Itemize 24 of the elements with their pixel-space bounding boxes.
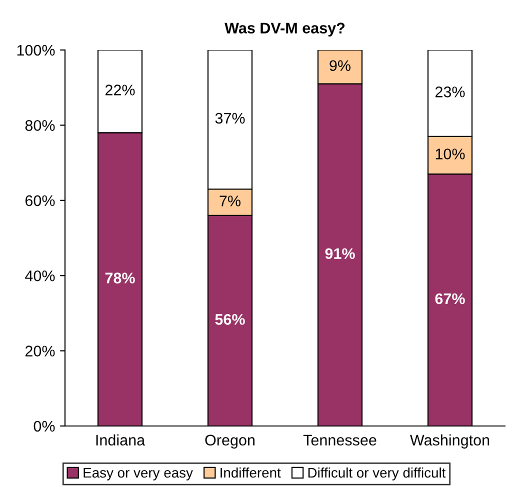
- legend-label: Difficult or very difficult: [308, 467, 446, 480]
- y-tick-label: 20%: [25, 346, 55, 356]
- data-label: 91%: [325, 248, 355, 260]
- x-tick-label: Tennessee: [303, 434, 376, 446]
- y-tick-label: 100%: [17, 44, 55, 56]
- data-label: 56%: [215, 314, 245, 325]
- legend-label: Indifferent: [220, 467, 281, 478]
- chart-title: Was DV-M easy?: [224, 22, 345, 37]
- x-tick-label: Washington: [410, 434, 490, 449]
- x-tick-label: Indiana: [96, 434, 146, 446]
- y-tick-label: 60%: [25, 195, 55, 206]
- data-label: 10%: [436, 148, 465, 160]
- data-label: 22%: [105, 84, 135, 96]
- data-label: 7%: [220, 196, 240, 206]
- data-label: 67%: [435, 293, 465, 304]
- data-label: 78%: [105, 272, 135, 284]
- y-tick-label: 80%: [25, 120, 55, 131]
- data-label: 37%: [215, 112, 245, 124]
- legend-label: Easy or very easy: [84, 468, 193, 480]
- data-label: 23%: [435, 86, 465, 98]
- data-label: 9%: [330, 60, 350, 72]
- x-tick-label: Oregon: [205, 434, 254, 449]
- y-tick-label: 40%: [25, 270, 55, 282]
- y-tick-label: 0%: [34, 420, 55, 432]
